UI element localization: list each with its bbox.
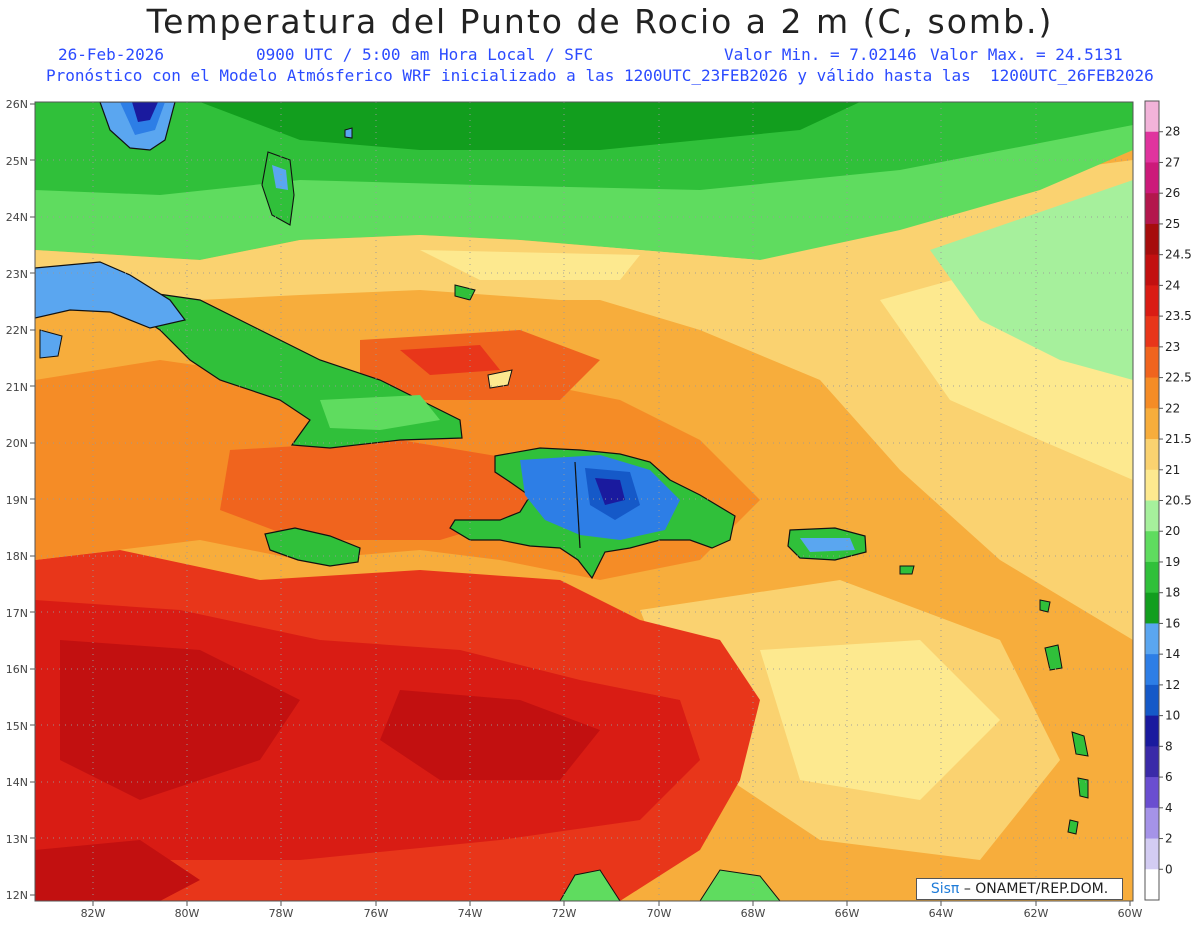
lat-label: 24N bbox=[6, 211, 28, 224]
lat-label: 18N bbox=[6, 550, 28, 563]
colorbar-label: 20 bbox=[1165, 524, 1180, 538]
lat-label: 16N bbox=[6, 663, 28, 676]
lon-label: 66W bbox=[835, 907, 860, 920]
colorbar-swatch bbox=[1145, 869, 1159, 901]
lat-label: 21N bbox=[6, 381, 28, 394]
colorbar-swatch bbox=[1145, 531, 1159, 563]
lat-label: 17N bbox=[6, 607, 28, 620]
lat-label: 19N bbox=[6, 494, 28, 507]
max-value: Valor Max. = 24.5131 bbox=[930, 45, 1123, 64]
colorbar-label: 14 bbox=[1165, 647, 1180, 661]
colorbar-swatch bbox=[1145, 746, 1159, 778]
colorbar-swatch bbox=[1145, 469, 1159, 501]
colorbar-label: 19 bbox=[1165, 555, 1180, 569]
map-field bbox=[35, 102, 1133, 901]
colorbar-label: 20.5 bbox=[1165, 494, 1192, 508]
lon-label: 60W bbox=[1118, 907, 1143, 920]
colorbar: 2827262524.52423.52322.52221.52120.52019… bbox=[1144, 100, 1192, 901]
min-value: Valor Min. = 7.02146 bbox=[724, 45, 917, 64]
lon-label: 82W bbox=[81, 907, 106, 920]
colorbar-swatch bbox=[1145, 654, 1159, 686]
colorbar-label: 24.5 bbox=[1165, 248, 1192, 262]
colorbar-label: 22.5 bbox=[1165, 371, 1192, 385]
lon-label: 72W bbox=[552, 907, 577, 920]
colorbar-swatch bbox=[1145, 131, 1159, 163]
colorbar-swatch bbox=[1145, 316, 1159, 348]
lon-label: 70W bbox=[647, 907, 672, 920]
colorbar-swatch bbox=[1145, 223, 1159, 256]
colorbar-label: 23 bbox=[1165, 340, 1180, 354]
lat-label: 22N bbox=[6, 324, 28, 337]
lon-label: 76W bbox=[364, 907, 389, 920]
lat-ticks bbox=[30, 103, 35, 896]
colorbar-label: 0 bbox=[1165, 862, 1173, 876]
colorbar-swatch bbox=[1145, 439, 1159, 471]
colorbar-label: 10 bbox=[1165, 709, 1180, 723]
lon-label: 62W bbox=[1024, 907, 1049, 920]
colorbar-label: 26 bbox=[1165, 186, 1180, 200]
colorbar-swatch bbox=[1145, 623, 1159, 655]
colorbar-label: 4 bbox=[1165, 801, 1173, 815]
lon-label: 80W bbox=[175, 907, 200, 920]
lat-label: 12N bbox=[6, 889, 28, 902]
colorbar-label: 2 bbox=[1165, 832, 1173, 846]
lat-label: 26N bbox=[6, 98, 28, 111]
colorbar-label: 27 bbox=[1165, 155, 1180, 169]
lon-label: 64W bbox=[929, 907, 954, 920]
colorbar-label: 21.5 bbox=[1165, 432, 1192, 446]
colorbar-swatch bbox=[1145, 500, 1159, 532]
map-frame bbox=[34, 101, 1134, 902]
colorbar-label: 18 bbox=[1165, 586, 1180, 600]
colorbar-swatch bbox=[1145, 254, 1159, 286]
lat-label: 15N bbox=[6, 720, 28, 733]
lon-label: 78W bbox=[269, 907, 294, 920]
lon-ticks bbox=[92, 901, 1131, 906]
colorbar-swatch bbox=[1145, 777, 1159, 809]
colorbar-swatch bbox=[1145, 838, 1159, 870]
credit-text: – ONAMET/REP.DOM. bbox=[963, 881, 1109, 897]
colorbar-label: 21 bbox=[1165, 463, 1180, 477]
colorbar-swatch bbox=[1145, 408, 1159, 440]
colorbar-swatch bbox=[1145, 684, 1159, 717]
colorbar-swatch bbox=[1145, 346, 1159, 379]
forecast-date: 26-Feb-2026 bbox=[58, 45, 164, 64]
map-title: Temperatura del Punto de Rocio a 2 m (C,… bbox=[146, 2, 1054, 41]
colorbar-swatch bbox=[1145, 592, 1159, 624]
colorbar-label: 24 bbox=[1165, 278, 1180, 292]
latitude-axis: 26N 25N 24N 23N 22N 21N 20N 19N 18N 17N … bbox=[6, 98, 28, 902]
colorbar-swatch bbox=[1145, 807, 1159, 840]
colorbar-label: 22 bbox=[1165, 401, 1180, 415]
colorbar-label: 16 bbox=[1165, 616, 1180, 630]
credit-box: Sisπ – ONAMET/REP.DOM. bbox=[916, 878, 1123, 900]
model-info: Pronóstico con el Modelo Atmósferico WRF… bbox=[46, 66, 1154, 85]
colorbar-label: 23.5 bbox=[1165, 309, 1192, 323]
colorbar-label: 6 bbox=[1165, 770, 1173, 784]
lat-label: 13N bbox=[6, 833, 28, 846]
colorbar-swatch bbox=[1145, 162, 1159, 194]
colorbar-label: 8 bbox=[1165, 739, 1173, 753]
lat-label: 25N bbox=[6, 155, 28, 168]
lat-label: 14N bbox=[6, 776, 28, 789]
lon-label: 68W bbox=[741, 907, 766, 920]
lon-label: 74W bbox=[458, 907, 483, 920]
colorbar-swatch bbox=[1145, 193, 1159, 225]
colorbar-swatch bbox=[1145, 285, 1159, 317]
colorbar-swatch bbox=[1145, 101, 1159, 133]
lat-label: 23N bbox=[6, 268, 28, 281]
colorbar-label: 28 bbox=[1165, 125, 1180, 139]
colorbar-swatch bbox=[1145, 715, 1159, 747]
colorbar-swatch bbox=[1145, 377, 1159, 409]
colorbar-label: 12 bbox=[1165, 678, 1180, 692]
longitude-axis: 82W 80W 78W 76W 74W 72W 70W 68W 66W 64W … bbox=[81, 907, 1143, 920]
forecast-time: 0900 UTC / 5:00 am Hora Local / SFC bbox=[256, 45, 594, 64]
lat-label: 20N bbox=[6, 437, 28, 450]
colorbar-swatch bbox=[1145, 561, 1159, 594]
sispi-logo-text: Sisπ bbox=[930, 881, 960, 897]
colorbar-label: 25 bbox=[1165, 217, 1180, 231]
